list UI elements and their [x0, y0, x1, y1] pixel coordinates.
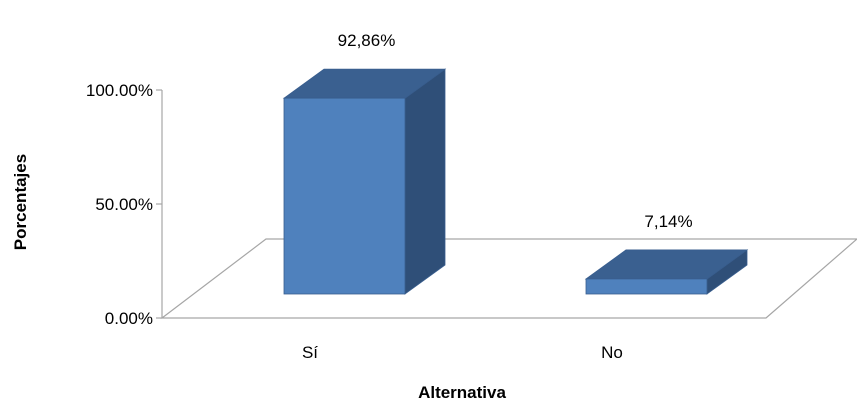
value-axis: 0.00% 50.00% 100.00%: [86, 81, 163, 328]
category-label: Sí: [302, 343, 318, 362]
floor-plane: [160, 238, 857, 319]
labels-layer: 92,86% Sí 7,14% No: [302, 31, 693, 362]
y-tick-label: 0.00%: [105, 309, 153, 328]
y-tick-label: 50.00%: [95, 195, 153, 214]
x-axis-title: Alternativa: [418, 383, 506, 402]
data-label: 92,86%: [338, 31, 396, 50]
y-axis-title: Porcentajes: [11, 154, 30, 250]
y-tick-label: 100.00%: [86, 81, 153, 100]
category-label: No: [601, 343, 623, 362]
bar-1: [282, 68, 447, 295]
bars-layer: [282, 68, 749, 295]
bar-side-face: [404, 68, 446, 295]
floor-layer: [160, 238, 857, 319]
data-label: 7,14%: [644, 212, 692, 231]
bar-front-face: [585, 278, 708, 295]
bar-front-face: [283, 97, 406, 295]
bar-2: [584, 249, 749, 295]
